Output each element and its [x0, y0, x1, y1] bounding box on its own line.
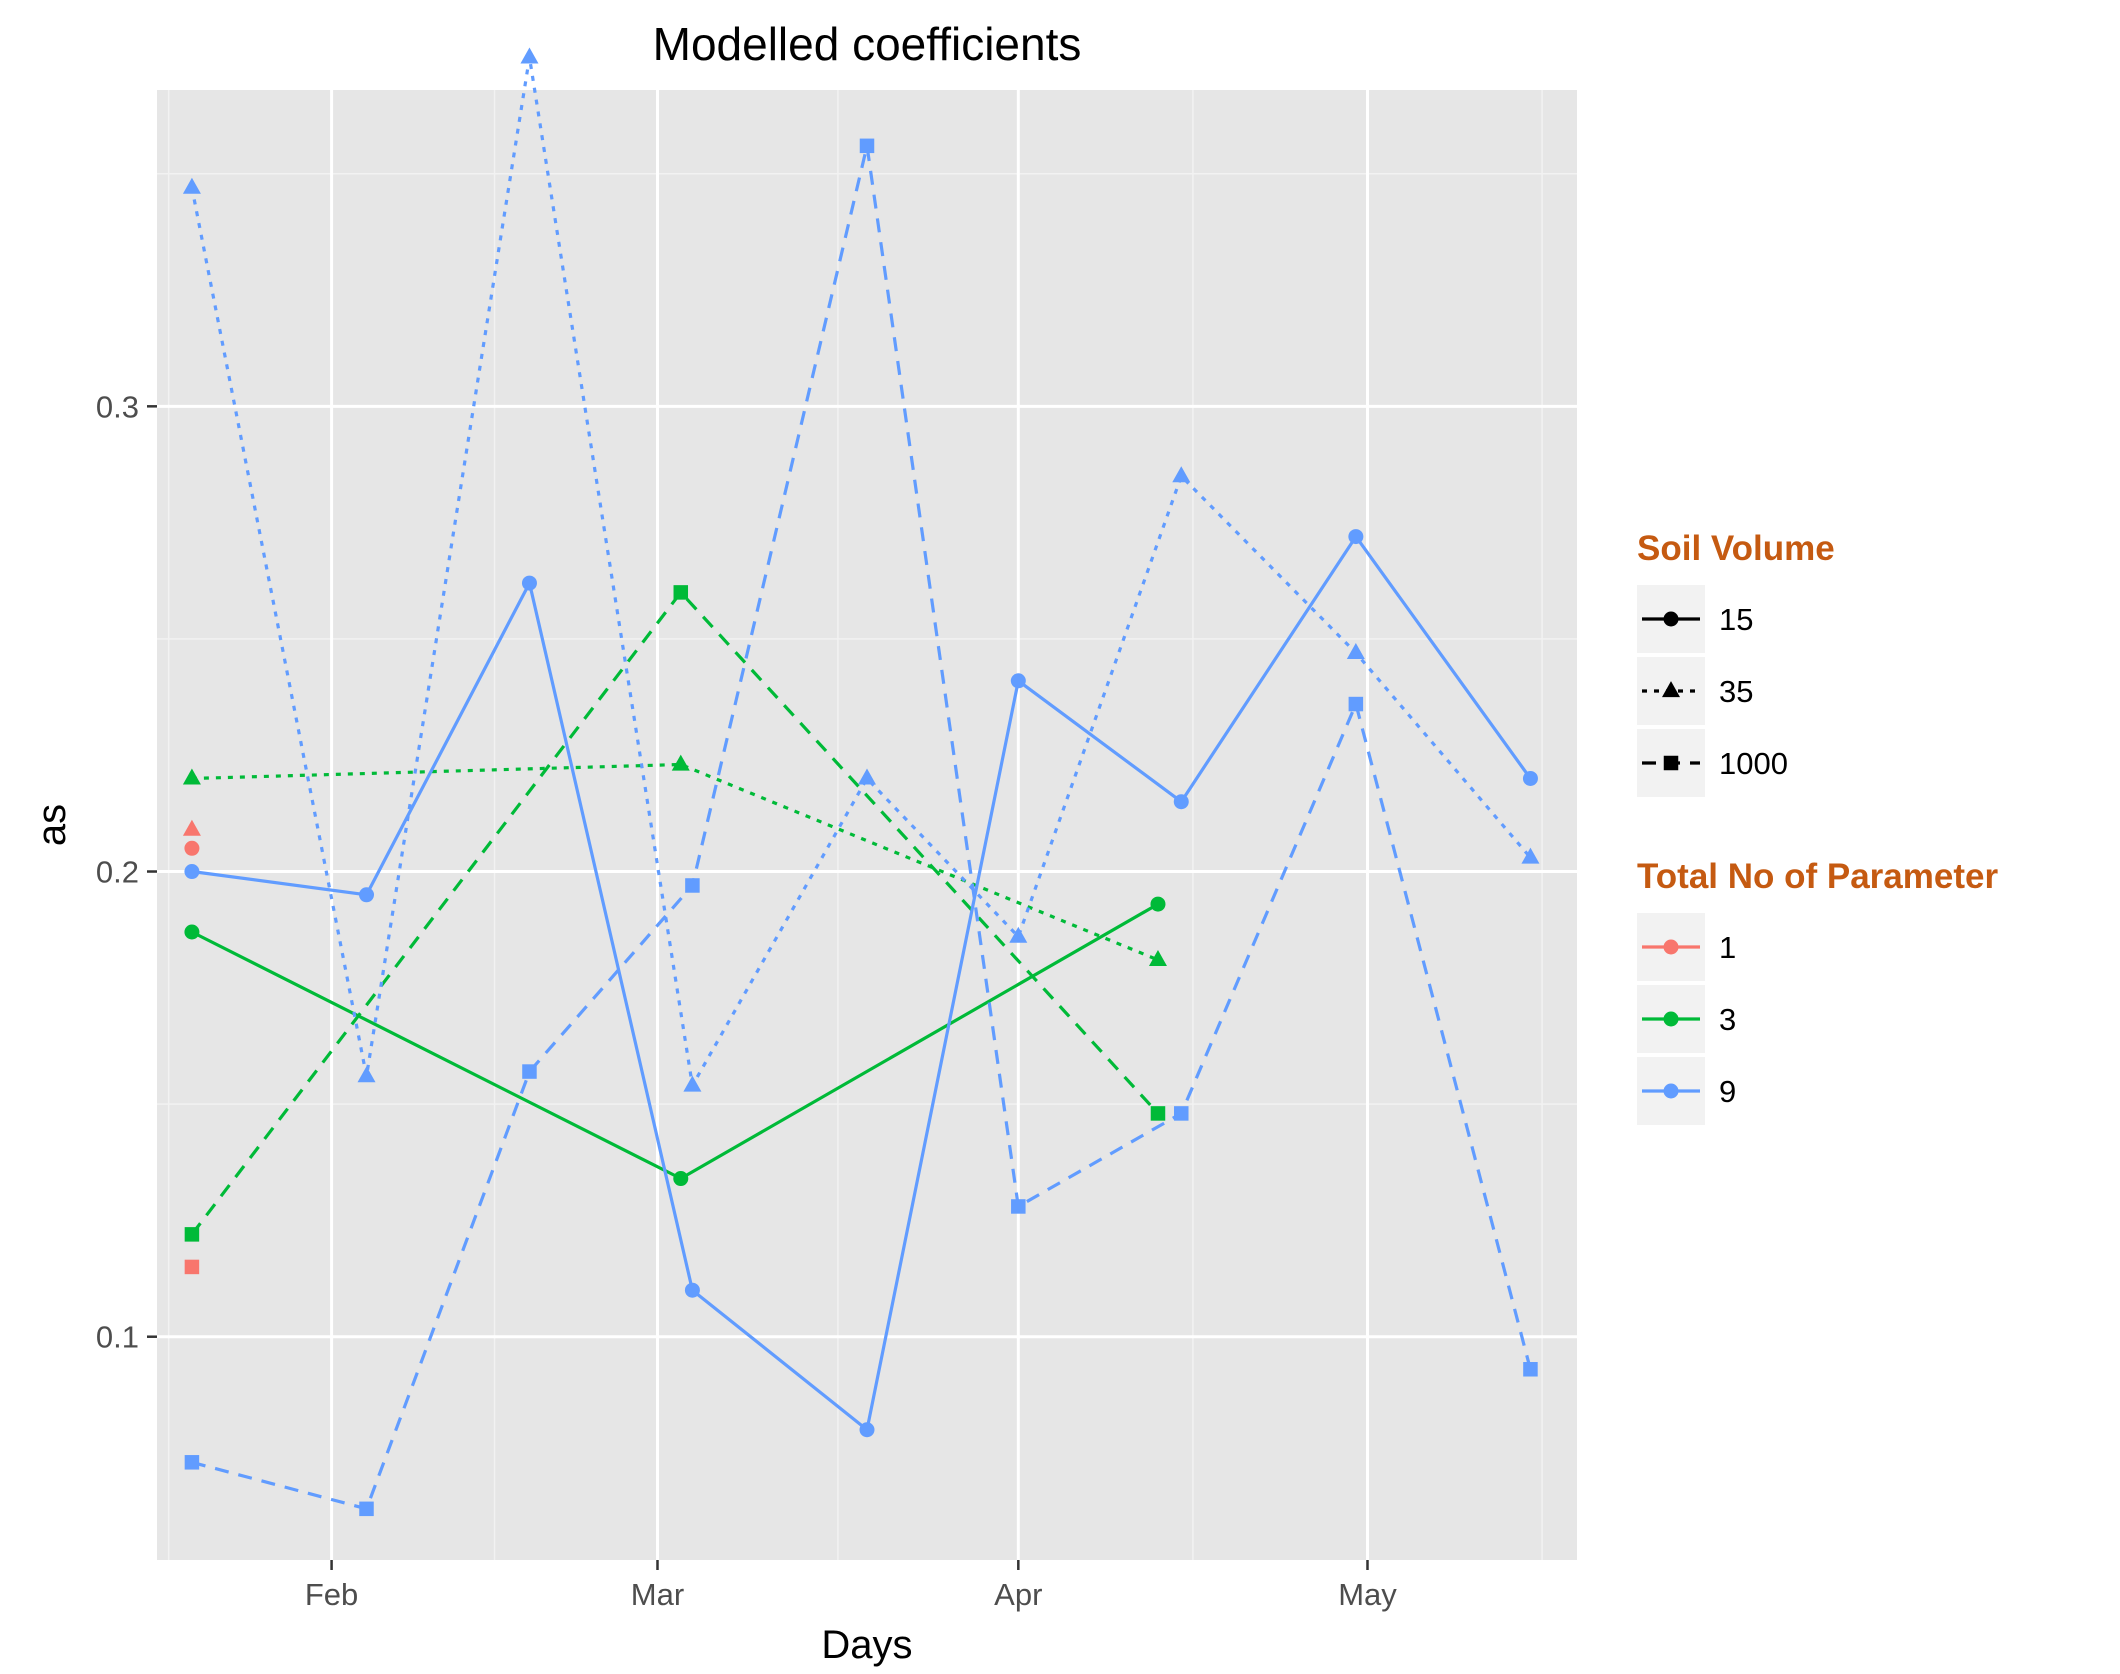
data-point [1523, 1362, 1538, 1377]
legend-key [1637, 1057, 1705, 1125]
x-tick-label: Apr [994, 1577, 1042, 1612]
data-point [1348, 696, 1364, 712]
data-point [858, 768, 876, 785]
data-point [1173, 794, 1189, 810]
legend-label: 9 [1719, 1074, 1736, 1109]
legend-key-marker [1663, 1011, 1679, 1027]
data-point [184, 1455, 200, 1470]
series-1-15 [184, 840, 200, 856]
legend-key [1637, 913, 1705, 981]
data-point [359, 887, 375, 903]
legend-label: 1000 [1719, 746, 1788, 781]
data-point [1346, 642, 1365, 659]
data-point [1148, 949, 1167, 966]
series-line [191, 144, 1532, 1511]
data-point [1009, 926, 1028, 943]
x-axis-title: Days [821, 1623, 912, 1667]
data-point [184, 924, 200, 940]
grid-minor [157, 90, 1577, 1560]
data-point [1010, 673, 1026, 689]
legend-title: Total No of Parameter [1637, 857, 1998, 896]
data-point [673, 1171, 689, 1187]
legend: Soil Volume 15 35 1000 Total No of Parameter… [1637, 529, 1998, 1125]
data-point [1174, 1106, 1189, 1121]
legend-label: 15 [1719, 602, 1753, 637]
data-point [673, 585, 689, 600]
data-point [683, 1075, 702, 1092]
data-point [182, 819, 201, 836]
y-tick-label: 0.3 [96, 389, 139, 424]
data-point [684, 1282, 700, 1298]
legend-label: 3 [1719, 1002, 1736, 1037]
data-point [182, 177, 201, 194]
series-line [190, 590, 1160, 1236]
data-point [1522, 770, 1538, 786]
grid-major [157, 90, 1577, 1560]
series-3-35 [182, 754, 1167, 966]
data-point [1348, 529, 1364, 545]
y-tick-label: 0.1 [96, 1320, 139, 1355]
data-point [184, 1259, 200, 1275]
legend-title: Soil Volume [1637, 529, 1835, 568]
data-point [182, 768, 201, 785]
data-point [1011, 1199, 1026, 1214]
series-9-1000 [184, 138, 1538, 1517]
legend-key-marker [1663, 755, 1679, 771]
data-point [522, 1064, 537, 1079]
data-point [1150, 1106, 1166, 1121]
legend-label: 1 [1719, 930, 1736, 965]
series-9-15 [184, 529, 1538, 1438]
data-point [184, 840, 200, 856]
x-tick-label: Mar [631, 1577, 684, 1612]
data-point [1172, 466, 1191, 483]
legend-key-marker [1663, 1083, 1679, 1099]
data-point [521, 575, 537, 591]
chart-title: Modelled coefficients [653, 18, 1082, 70]
data-point [184, 864, 200, 880]
series-9-35 [182, 47, 1540, 1092]
data-point [357, 1066, 376, 1083]
series-1-1000 [184, 1259, 200, 1275]
series-line [191, 762, 1159, 962]
legend-key-marker [1663, 611, 1679, 627]
legend-key-marker [1662, 681, 1680, 698]
axes: Feb Mar Apr May 0.1 0.2 0.3 [96, 389, 1397, 1612]
series-line [190, 55, 1532, 1088]
series-1-35 [182, 819, 201, 836]
data-point [520, 47, 539, 64]
data-point [685, 878, 700, 893]
y-tick-label: 0.2 [96, 855, 139, 890]
plot-panel [157, 90, 1577, 1560]
data-point [1150, 896, 1166, 912]
data-point [184, 1227, 200, 1242]
legend-key [1637, 657, 1705, 725]
legend-key-marker [1663, 939, 1679, 955]
legend-label: 35 [1719, 674, 1753, 709]
series-layer [182, 47, 1540, 1517]
data-point [1521, 847, 1540, 864]
y-axis-title: as [30, 804, 74, 846]
legend-key [1637, 729, 1705, 797]
data-point [671, 754, 690, 771]
x-tick-label: May [1338, 1577, 1397, 1612]
series-3-1000 [184, 585, 1166, 1242]
data-point [859, 1422, 875, 1438]
data-point [359, 1501, 374, 1517]
x-tick-label: Feb [305, 1577, 358, 1612]
legend-key [1637, 985, 1705, 1053]
legend-key [1637, 585, 1705, 653]
data-point [859, 138, 875, 154]
